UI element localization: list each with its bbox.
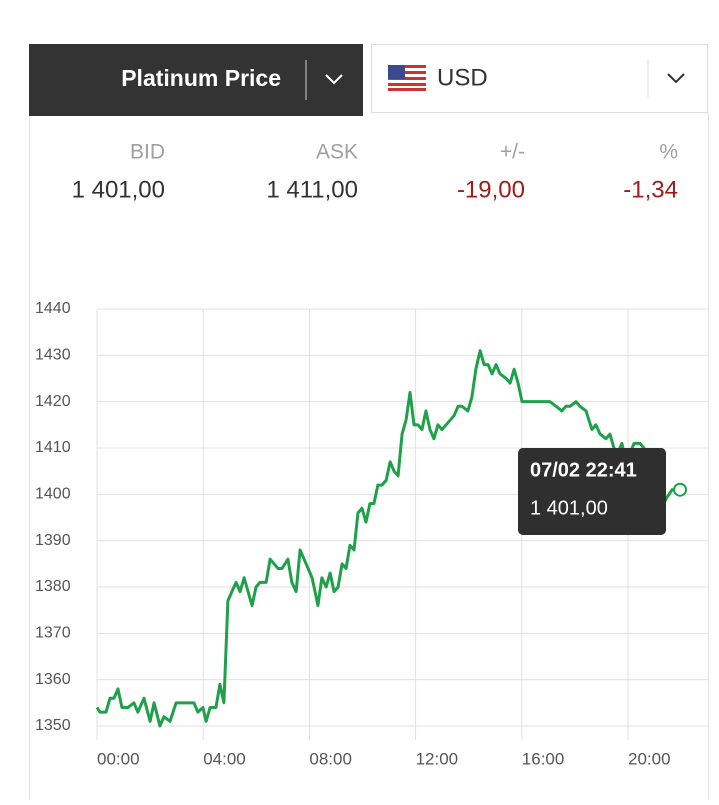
- quote-label: ASK: [316, 141, 358, 164]
- quote-value: -1,34: [623, 176, 678, 203]
- y-tick-label: 1390: [35, 532, 71, 549]
- y-tick-label: 1430: [35, 347, 71, 364]
- quote-label: +/-: [500, 141, 525, 164]
- quote-value: 1 401,00: [72, 176, 165, 203]
- chevron: [667, 73, 685, 84]
- metal-select-box[interactable]: [29, 44, 363, 116]
- metal-select[interactable]: Platinum Price: [29, 44, 363, 116]
- hover-point: [673, 482, 688, 497]
- price-line: [95, 349, 681, 728]
- us-flag: [388, 65, 426, 91]
- chart: 1350 1360 1370 1380 1390 1400 1410 1420 1430 1440…: [35, 300, 708, 768]
- y-tick-label: 1350: [35, 717, 71, 734]
- x-tick-label: 20:00: [628, 749, 671, 768]
- quote-row: BID 1 401,00 ASK 1 411,00 +/- -19,00% -1,34: [72, 141, 678, 204]
- y-tick-label: 1360: [35, 671, 71, 688]
- quote-label: %: [659, 141, 678, 164]
- currency-label[interactable]: USD: [437, 64, 488, 91]
- y-tick-label: 1380: [35, 578, 71, 595]
- x-tick-label: 00:00: [97, 749, 140, 768]
- x-tick-label: 16:00: [522, 749, 565, 768]
- tooltip-box: [518, 448, 666, 535]
- y-tick-label: 1440: [35, 300, 71, 317]
- quote-label: BID: [130, 141, 165, 164]
- currency-select[interactable]: USD: [371, 44, 708, 113]
- tooltip-date: 07/02 22:41: [530, 459, 637, 481]
- chevron: [325, 74, 343, 85]
- x-tick-label: 04:00: [203, 749, 246, 768]
- currency-select-box[interactable]: [371, 44, 708, 113]
- y-tick-label: 1410: [35, 439, 71, 456]
- x-tick-label: 08:00: [309, 749, 352, 768]
- metal-title[interactable]: Platinum Price: [121, 65, 281, 91]
- x-tick-label: 12:00: [416, 749, 459, 768]
- y-tick-label: 1400: [35, 486, 71, 503]
- quote-value: 1 411,00: [266, 176, 358, 203]
- y-tick-label: 1420: [35, 393, 71, 410]
- y-tick-label: 1370: [35, 625, 71, 642]
- quote-value: -19,00: [457, 176, 525, 203]
- tooltip: 07/02 22:41 1 401,00: [518, 448, 666, 535]
- tooltip-value: 1 401,00: [530, 497, 608, 519]
